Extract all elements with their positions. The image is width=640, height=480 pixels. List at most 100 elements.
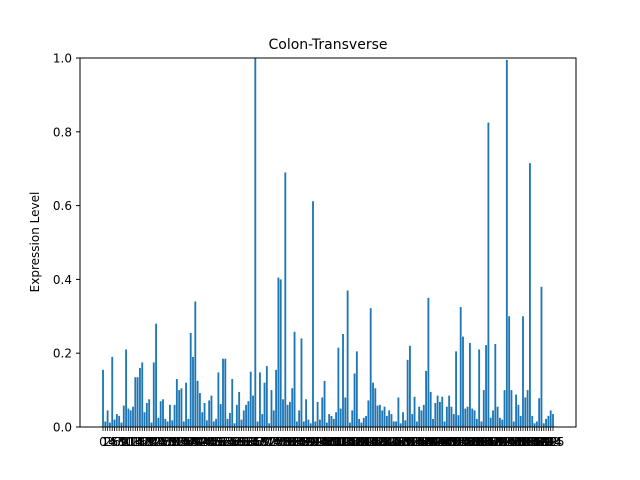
bar (132, 406, 134, 427)
y-axis-ticks: 0.0 0.2 0.4 0.6 0.8 1.0 (53, 52, 80, 435)
bar (535, 421, 538, 427)
bar (189, 332, 192, 427)
bar (379, 404, 381, 427)
x-tick-label: 193 (537, 435, 560, 449)
bar (489, 417, 492, 427)
bar (226, 418, 229, 427)
x-tick-label: 77 (273, 435, 288, 449)
bar (201, 412, 204, 427)
bar (307, 419, 310, 427)
x-tick-label: 63 (241, 435, 256, 449)
x-tick-label: 24 (151, 435, 166, 449)
x-tick-label: 185 (518, 435, 541, 449)
x-tick-label: 158 (456, 435, 479, 449)
x-tick-label: 118 (364, 435, 387, 449)
x-tick-label: 4 (108, 435, 116, 449)
bar (351, 410, 354, 427)
bar (358, 418, 361, 427)
bar (235, 404, 238, 427)
bar (212, 421, 215, 427)
x-tick-label: 114 (355, 435, 378, 449)
bar (259, 372, 261, 427)
bar (143, 412, 146, 427)
x-tick-label: 107 (338, 435, 361, 449)
x-tick-label: 142 (419, 435, 442, 449)
bars (102, 58, 554, 428)
bar (256, 421, 259, 427)
x-tick-label: 112 (350, 435, 373, 449)
x-tick-label: 117 (362, 435, 385, 449)
bar (233, 423, 236, 427)
x-tick-label: 8 (118, 435, 126, 449)
bar (277, 277, 280, 427)
bar (208, 400, 211, 427)
y-tick-label: 0.0 (53, 421, 72, 435)
x-tick-label: 146 (428, 435, 451, 449)
bar (399, 423, 402, 427)
x-tick-label: 108 (341, 435, 364, 449)
x-tick-label: 129 (389, 435, 412, 449)
x-tick-label: 51 (213, 435, 228, 449)
x-tick-label: 44 (197, 435, 212, 449)
x-tick-label: 67 (250, 435, 265, 449)
bar (549, 410, 552, 427)
x-tick-label: 22 (146, 435, 161, 449)
x-tick-label: 47 (204, 435, 219, 449)
bar (159, 401, 162, 427)
bar (478, 349, 481, 427)
bar (385, 415, 388, 427)
x-tick-label: 182 (512, 435, 535, 449)
x-tick-label: 84 (289, 435, 304, 449)
bar (355, 351, 358, 427)
bar (374, 388, 377, 427)
bar (436, 395, 439, 427)
bar (337, 347, 340, 427)
x-tick-label: 192 (535, 435, 558, 449)
x-tick-label: 121 (371, 435, 394, 449)
x-tick-label: 111 (348, 435, 371, 449)
x-tick-label: 151 (440, 435, 463, 449)
bar (180, 388, 183, 427)
bar (113, 419, 116, 427)
x-tick-label: 126 (382, 435, 405, 449)
x-tick-label: 79 (278, 435, 293, 449)
bar (323, 380, 326, 428)
bar (169, 404, 171, 427)
x-tick-label: 55 (222, 435, 237, 449)
bar (390, 414, 393, 427)
x-tick-label: 60 (234, 435, 249, 449)
bar (148, 399, 151, 427)
x-tick-label: 145 (426, 435, 449, 449)
x-tick-label: 119 (366, 435, 389, 449)
x-tick-label: 113 (352, 435, 375, 449)
x-tick-label: 70 (257, 435, 272, 449)
bar (503, 390, 506, 427)
x-tick-label: 58 (229, 435, 244, 449)
bar (136, 377, 139, 427)
bar (443, 421, 446, 427)
bar (173, 404, 176, 427)
bar (413, 396, 416, 427)
x-tick-label: 92 (308, 435, 323, 449)
x-tick-label: 36 (178, 435, 193, 449)
x-tick-label: 40 (188, 435, 203, 449)
x-tick-label: 99 (324, 435, 339, 449)
x-tick-label: 124 (378, 435, 401, 449)
bar (552, 414, 554, 427)
x-tick-label: 101 (325, 435, 348, 449)
bar (496, 406, 499, 427)
x-tick-label: 187 (523, 435, 546, 449)
bar (342, 334, 344, 427)
bar (519, 415, 522, 427)
bar (367, 400, 370, 427)
bar (427, 297, 430, 427)
bar (106, 410, 109, 427)
x-tick-label: 73 (264, 435, 279, 449)
bar (268, 423, 271, 427)
x-tick-label: 125 (380, 435, 403, 449)
x-tick-label: 42 (192, 435, 207, 449)
bar (194, 301, 197, 427)
bar (402, 412, 404, 427)
x-tick-label: 190 (530, 435, 553, 449)
x-tick-label: 171 (486, 435, 509, 449)
